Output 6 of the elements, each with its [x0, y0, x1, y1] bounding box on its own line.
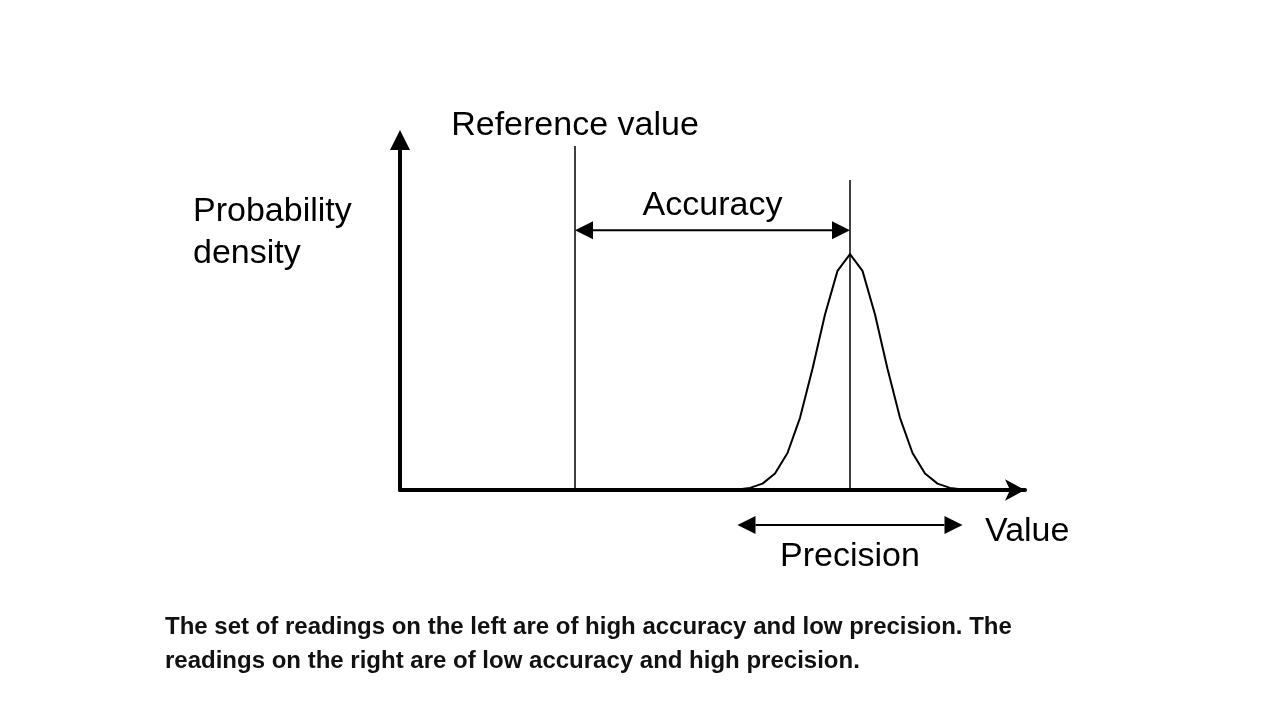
text: The set of readings on the left are of high accuracy and low precision. The readings on the right are of low accuracy and high precision.: [165, 611, 1019, 673]
text: Accuracy: [642, 184, 783, 223]
y-axis-title: Probability density: [193, 190, 362, 270]
text: Reference value: [451, 104, 699, 142]
text: Precision: [780, 535, 920, 573]
x-axis-title: Value: [985, 510, 1070, 548]
